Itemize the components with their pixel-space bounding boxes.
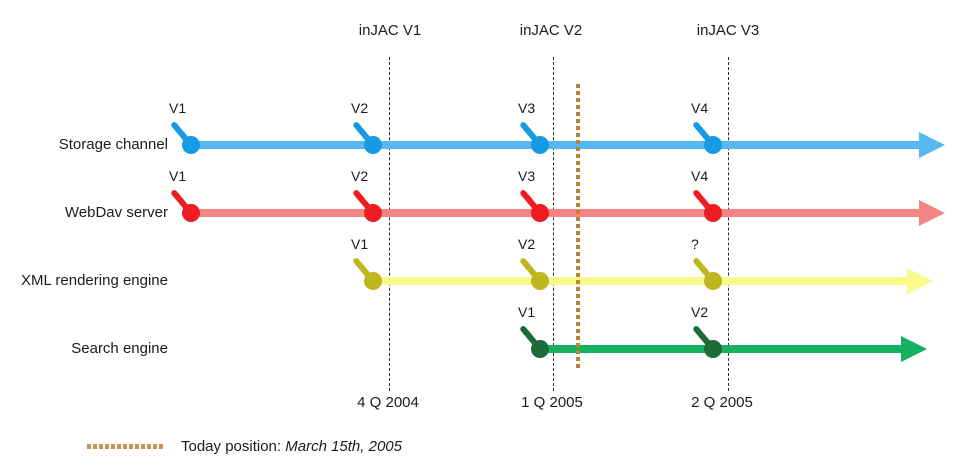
- version-label: V3: [518, 100, 536, 116]
- marker-dot-icon: [531, 340, 549, 358]
- timeline-shaft-webdav: [185, 209, 919, 217]
- milestone-label-injac-v3: inJAC V3: [696, 22, 760, 39]
- marker-dot-icon: [531, 204, 549, 222]
- quarter-label-2q2005: 2 Q 2005: [691, 394, 753, 411]
- marker-dot-icon: [531, 272, 549, 290]
- marker-dot-icon: [704, 272, 722, 290]
- version-label: V2: [351, 168, 369, 184]
- milestone-dashed-line-1: [389, 57, 390, 391]
- version-label: V4: [691, 168, 709, 184]
- version-label: V1: [169, 168, 187, 184]
- row-label-xml-rendering-engine: XML rendering engine: [20, 272, 168, 289]
- quarter-label-1q2005: 1 Q 2005: [521, 394, 583, 411]
- row-label-webdav-server: WebDav server: [64, 204, 168, 221]
- milestone-label-injac-v2: inJAC V2: [519, 22, 583, 39]
- milestone-dashed-line-3: [728, 57, 729, 391]
- version-label: V1: [169, 100, 187, 116]
- arrowhead-icon: [919, 132, 945, 158]
- marker-dot-icon: [364, 272, 382, 290]
- quarter-label-4q2004: 4 Q 2004: [357, 394, 419, 411]
- marker-dot-icon: [704, 340, 722, 358]
- milestone-label-injac-v1: inJAC V1: [358, 22, 422, 39]
- marker-dot-icon: [364, 204, 382, 222]
- version-label: ?: [691, 236, 699, 252]
- today-legend-text: Today position: March 15th, 2005: [181, 438, 402, 455]
- marker-dot-icon: [704, 136, 722, 154]
- today-legend-date: March 15th, 2005: [285, 438, 402, 455]
- marker-dot-icon: [364, 136, 382, 154]
- marker-dot-icon: [182, 204, 200, 222]
- arrowhead-icon: [907, 268, 933, 294]
- today-legend-prefix: Today position:: [181, 438, 286, 455]
- today-position-line: [576, 84, 580, 371]
- timeline-shaft-xml: [367, 277, 907, 285]
- row-label-search-engine: Search engine: [71, 340, 168, 357]
- version-label: V1: [351, 236, 369, 252]
- marker-dot-icon: [704, 204, 722, 222]
- row-label-storage-channel: Storage channel: [58, 136, 168, 153]
- version-label: V2: [518, 236, 536, 252]
- today-line-legend-swatch: [87, 444, 163, 449]
- timeline-shaft-storage: [185, 141, 919, 149]
- milestone-dashed-line-2: [553, 57, 554, 391]
- version-label: V3: [518, 168, 536, 184]
- version-label: V2: [351, 100, 369, 116]
- marker-dot-icon: [182, 136, 200, 154]
- marker-dot-icon: [531, 136, 549, 154]
- arrowhead-icon: [919, 200, 945, 226]
- version-label: V4: [691, 100, 709, 116]
- arrowhead-icon: [901, 336, 927, 362]
- version-label: V1: [518, 304, 536, 320]
- version-label: V2: [691, 304, 709, 320]
